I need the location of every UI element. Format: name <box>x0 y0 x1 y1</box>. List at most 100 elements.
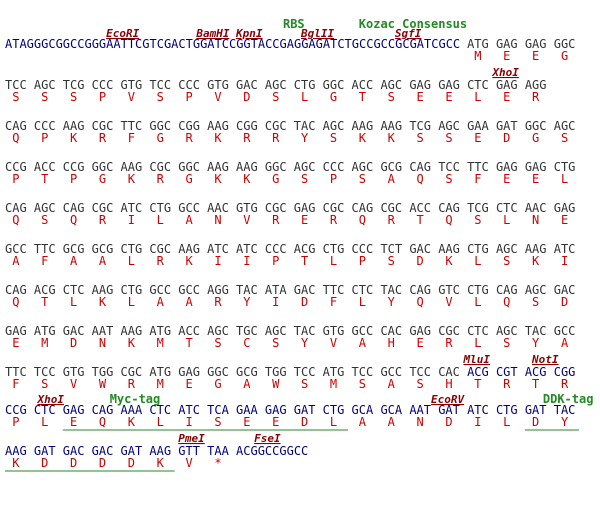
amino-acid: L <box>474 336 481 350</box>
codon: GAG <box>409 78 431 92</box>
codon: ACC <box>352 78 374 92</box>
codon: GCG <box>63 242 85 256</box>
amino-acid: E <box>12 336 19 350</box>
amino-acid: E <box>445 90 452 104</box>
codon: CTG <box>149 201 171 215</box>
codon: CGC <box>149 242 171 256</box>
amino-acid: Q <box>70 213 77 227</box>
codon: GAC <box>294 283 316 297</box>
codon: TGC <box>236 324 258 338</box>
amino-acid: L <box>503 213 510 227</box>
codon: CTC <box>149 403 171 417</box>
amino-acid: K <box>214 131 222 145</box>
codon: GCG <box>380 160 402 174</box>
amino-acid: Y <box>388 295 396 309</box>
codon: ATC <box>236 242 258 256</box>
codon: GAA <box>236 403 258 417</box>
codon: GTC <box>438 283 460 297</box>
codon: GCC <box>5 242 27 256</box>
amino-acid: E <box>272 415 279 429</box>
amino-acid: W <box>272 377 280 391</box>
codon: CTG <box>121 242 143 256</box>
amino-acid: R <box>330 213 338 227</box>
codon: GAG <box>265 403 287 417</box>
codon: GCA <box>352 403 374 417</box>
amino-acid: K <box>128 172 136 186</box>
amino-acid: L <box>128 254 135 268</box>
amino-acid: L <box>474 295 481 309</box>
amino-acid: V <box>243 213 250 227</box>
amino-acid: T <box>474 377 481 391</box>
amino-acid: L <box>359 295 366 309</box>
amino-acid: Q <box>445 213 452 227</box>
codon: GGC <box>92 160 114 174</box>
amino-acid: A <box>12 254 20 268</box>
amino-acid: Y <box>301 336 309 350</box>
amino-acid: A <box>186 295 194 309</box>
codon: AGC <box>438 119 460 133</box>
codon: AAT <box>92 324 114 338</box>
amino-acid: R <box>532 90 540 104</box>
amino-acid: D <box>561 295 568 309</box>
codon: CGG <box>178 119 200 133</box>
restriction-site: XhoI <box>491 66 519 79</box>
codon: CAC <box>380 324 402 338</box>
amino-acid: N <box>532 213 539 227</box>
amino-acid: N <box>214 213 221 227</box>
amino-acid: D <box>243 90 250 104</box>
codon: CAG <box>409 283 431 297</box>
codon: ATA <box>265 283 287 297</box>
codon: CTC <box>34 403 56 417</box>
amino-acid: Q <box>359 213 366 227</box>
amino-acid: I <box>186 415 193 429</box>
amino-acid: Q <box>503 295 510 309</box>
codon: TCG <box>409 119 431 133</box>
amino-acid: K <box>128 336 136 350</box>
codon: CTG <box>467 283 489 297</box>
amino-acid: I <box>474 415 481 429</box>
codon: AGG <box>525 78 547 92</box>
amino-acid: Q <box>12 131 19 145</box>
restriction-site: MluI <box>462 353 490 366</box>
amino-acid: V <box>330 336 337 350</box>
codon: GAG <box>525 37 547 51</box>
restriction-site: EcoRI <box>106 27 139 40</box>
codon: AAG <box>149 444 171 458</box>
amino-acid: M <box>330 377 337 391</box>
amino-acid: S <box>474 213 481 227</box>
amino-acid: E <box>561 213 568 227</box>
codon: CCC <box>352 242 374 256</box>
codon: GCC <box>178 283 200 297</box>
codon: GGC <box>149 119 171 133</box>
codon: AGC <box>34 78 56 92</box>
amino-acid: N <box>417 415 424 429</box>
codon: GAC <box>92 444 114 458</box>
codon: CGC <box>92 201 114 215</box>
codon: AGG <box>207 283 229 297</box>
restriction-site: BamHI <box>195 27 229 40</box>
codon: ATG <box>467 37 489 51</box>
codon: AAG <box>5 444 27 458</box>
amino-acid: Y <box>243 295 251 309</box>
codon: ACC <box>34 160 56 174</box>
codon: CAG <box>5 283 27 297</box>
amino-acid: P <box>272 254 279 268</box>
codon: GAG <box>178 365 200 379</box>
codon: CCG <box>63 160 85 174</box>
codon: CAG <box>409 160 431 174</box>
amino-acid: N <box>99 336 106 350</box>
amino-acid: P <box>99 90 106 104</box>
codon: GAT <box>34 444 56 458</box>
codon: CGC <box>323 201 345 215</box>
amino-acid: E <box>243 415 250 429</box>
codon: CGG <box>236 119 258 133</box>
codon: CAG <box>5 119 27 133</box>
amino-acid: R <box>503 377 511 391</box>
amino-acid: S <box>359 377 366 391</box>
codon: TTC <box>121 119 143 133</box>
codon: ATG <box>34 324 56 338</box>
amino-acid: E <box>532 172 539 186</box>
amino-acid: G <box>186 172 193 186</box>
amino-acid: R <box>272 213 280 227</box>
